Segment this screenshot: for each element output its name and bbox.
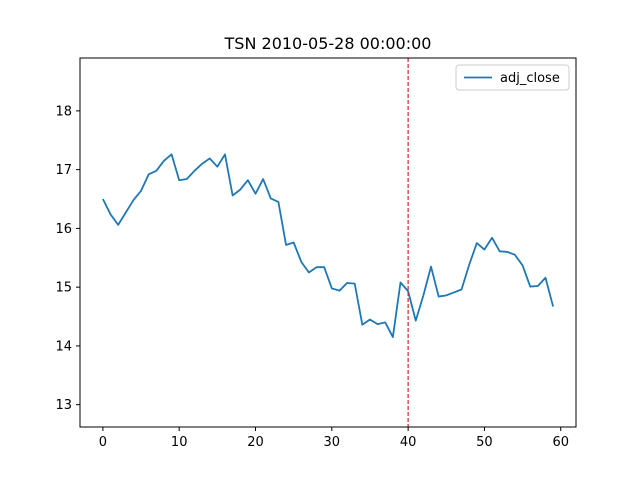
x-tick-label: 20 bbox=[247, 435, 264, 450]
y-tick-label: 14 bbox=[55, 339, 72, 354]
x-tick-label: 30 bbox=[324, 435, 341, 450]
plot-area: 0 10 20 30 40 50 60 13 14 15 16 17 18 adj_close bbox=[55, 57, 577, 450]
axes-frame bbox=[79, 57, 577, 428]
y-tick-label: 18 bbox=[55, 104, 72, 119]
legend-box bbox=[455, 64, 570, 91]
y-tick-label: 15 bbox=[55, 281, 72, 296]
x-tick-label: 50 bbox=[476, 435, 493, 450]
x-tick-label: 60 bbox=[552, 435, 569, 450]
y-tick-label: 13 bbox=[55, 398, 72, 413]
x-tick-label: 10 bbox=[171, 435, 188, 450]
y-tick-label: 17 bbox=[55, 163, 72, 178]
legend-label: adj_close bbox=[500, 71, 560, 86]
x-tick-label: 40 bbox=[400, 435, 417, 450]
series-line-adj_close bbox=[102, 153, 554, 339]
legend: adj_close bbox=[455, 64, 570, 91]
chart-title: TSN 2010-05-28 00:00:00 bbox=[224, 34, 432, 53]
y-tick-label: 16 bbox=[55, 222, 72, 237]
x-tick-label: 0 bbox=[99, 435, 107, 450]
